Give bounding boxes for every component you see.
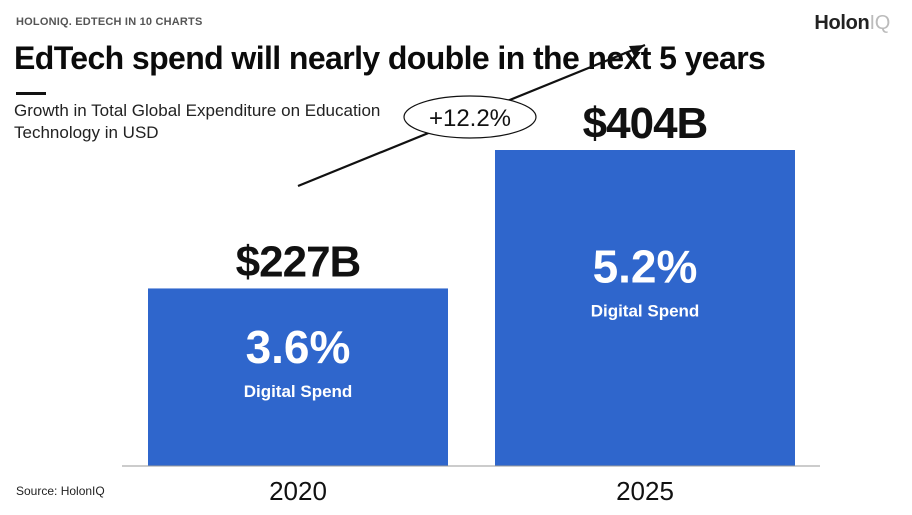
holoniq-logo: HolonIQ — [814, 12, 890, 35]
digital-share-2025: 5.2% — [593, 241, 698, 293]
logo-main: Holon — [814, 12, 870, 34]
value-label-2025: $404B — [583, 99, 708, 148]
kicker-brand: HOLONIQ. — [16, 16, 72, 28]
value-label-2020: $227B — [236, 237, 361, 286]
digital-spend-label-2020: Digital Spend — [244, 382, 353, 401]
growth-arrow-head — [629, 45, 645, 56]
kicker-text: EDTECH IN 10 CHARTS — [72, 16, 203, 28]
chart-subtitle: Growth in Total Global Expenditure on Ed… — [14, 101, 381, 142]
bar-2020 — [148, 288, 448, 466]
logo-accent: IQ — [869, 12, 890, 34]
bar-2025 — [495, 150, 795, 466]
digital-share-2020: 3.6% — [246, 321, 351, 373]
growth-annotation: +12.2% — [429, 105, 511, 132]
category-label-2020: 2020 — [269, 476, 327, 506]
chart-kicker: HOLONIQ. EDTECH IN 10 CHARTS — [16, 16, 203, 28]
category-label-2025: 2025 — [616, 476, 674, 506]
source-note: Source: HolonIQ — [16, 484, 105, 498]
digital-spend-label-2025: Digital Spend — [591, 302, 700, 321]
growth-annotation-ellipse — [403, 95, 537, 139]
title-underline — [16, 92, 46, 95]
